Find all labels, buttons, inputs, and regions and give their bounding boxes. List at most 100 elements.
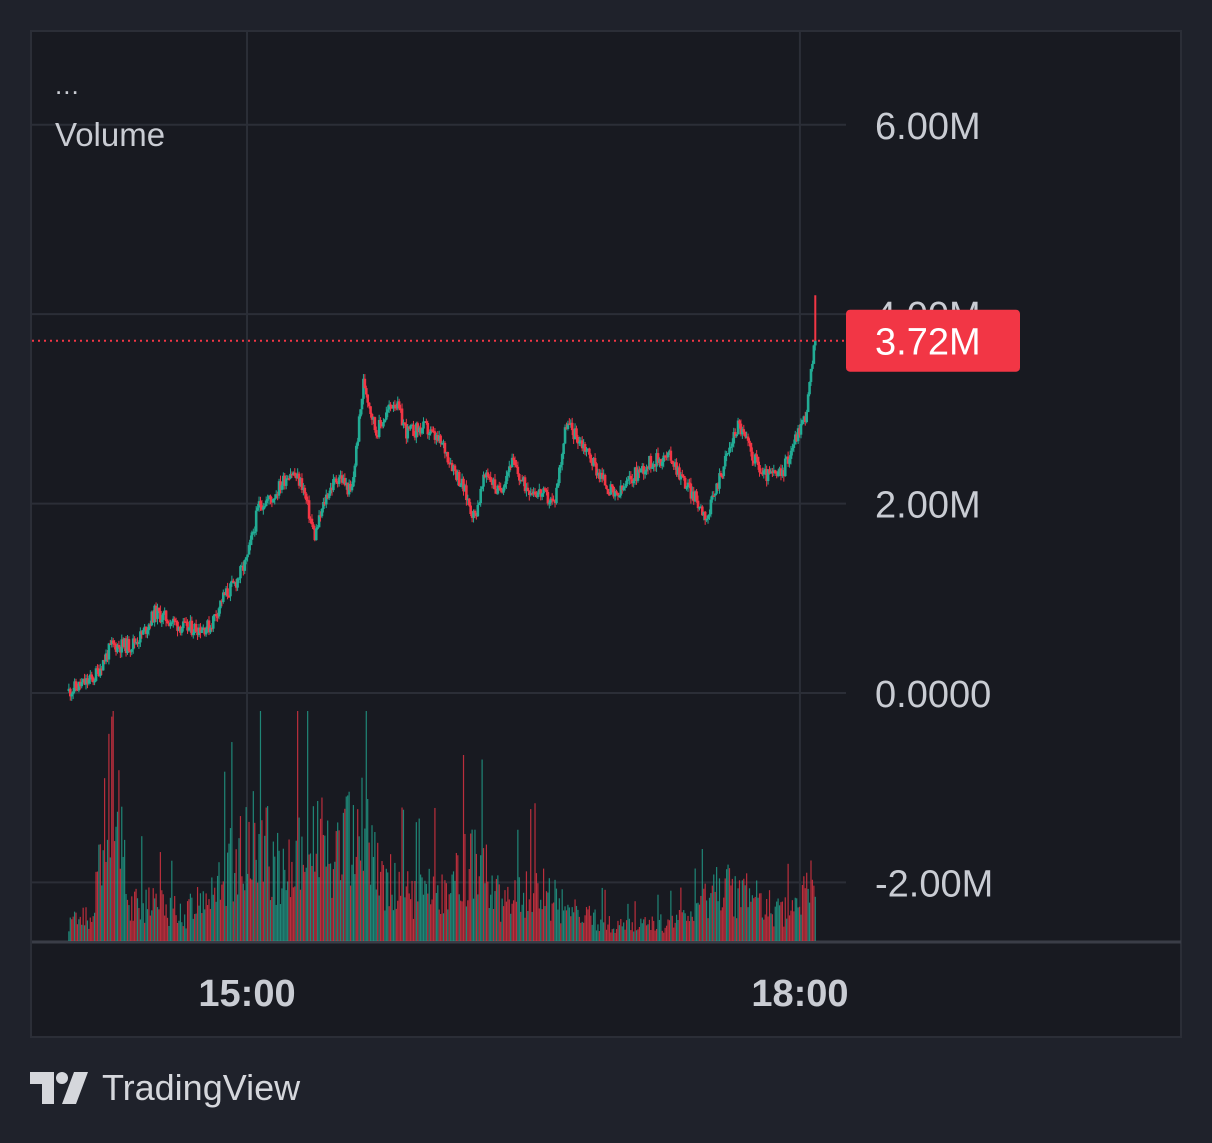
volume-bar — [744, 885, 746, 941]
volume-bar — [488, 908, 490, 941]
candle-body — [786, 456, 790, 464]
volume-bar — [206, 905, 209, 941]
volume-bar — [301, 836, 303, 941]
volume-bar — [640, 918, 642, 941]
volume-bar — [783, 926, 785, 941]
candle-body — [389, 404, 392, 407]
volume-bar — [374, 832, 376, 941]
volume-bar — [634, 901, 636, 941]
candle-body — [190, 620, 194, 635]
candle-body — [286, 478, 289, 480]
candle-body — [96, 668, 99, 670]
chart-pane[interactable] — [30, 30, 1182, 1038]
volume-bar — [176, 922, 179, 941]
volume-bar — [317, 800, 319, 941]
volume-bar — [182, 926, 184, 941]
candle-body — [619, 485, 623, 496]
candle-body — [200, 630, 204, 633]
candle-body — [633, 467, 637, 482]
candle-body — [97, 668, 101, 676]
candle-body — [316, 527, 319, 529]
candle-body — [748, 440, 751, 443]
volume-bar — [175, 915, 177, 941]
volume-bar — [309, 853, 312, 941]
volume-bar — [720, 910, 722, 941]
candle-body — [247, 545, 251, 555]
x-axis[interactable]: 15:00 18:00 — [198, 946, 1180, 1034]
candle-body — [785, 456, 788, 459]
candle-body — [721, 476, 724, 478]
volume-bar — [548, 878, 550, 941]
volume-bar — [79, 916, 81, 941]
volume-bar — [322, 834, 324, 941]
volume-bar — [764, 914, 766, 941]
candle-body — [232, 580, 235, 583]
candle-body — [386, 409, 390, 413]
volume-bar — [475, 853, 477, 941]
candle-body — [101, 660, 105, 671]
candle-body — [579, 440, 583, 442]
volume-bar — [311, 865, 313, 941]
volume-bar — [806, 872, 808, 941]
volume-bar — [450, 893, 452, 941]
candle-body — [751, 451, 754, 461]
candle-body — [280, 485, 284, 490]
candle-body — [486, 472, 490, 477]
candle-body — [290, 473, 294, 476]
volume-bar — [664, 927, 666, 941]
candle-body — [123, 638, 126, 647]
candle-body — [173, 618, 176, 621]
candle-body — [250, 532, 254, 540]
candle-body — [183, 621, 186, 623]
volume-bar — [681, 912, 683, 941]
candle-body — [393, 404, 397, 407]
candle-body — [124, 638, 128, 654]
candle-body — [746, 436, 750, 441]
volume-bar — [422, 894, 425, 941]
volume-bar — [784, 897, 786, 941]
volume-bar — [345, 796, 347, 941]
candle-body — [712, 495, 716, 498]
volume-bar — [794, 897, 796, 941]
volume-bar — [575, 905, 578, 941]
volume-bar — [364, 828, 366, 941]
candle-body — [221, 592, 225, 603]
candle-body — [532, 491, 535, 494]
candle-body — [314, 528, 318, 541]
tradingview-branding[interactable]: TradingView — [30, 1066, 300, 1110]
candle-body — [284, 478, 288, 486]
candle-body — [580, 440, 584, 449]
candle-body — [606, 488, 610, 495]
candle-body — [139, 631, 142, 643]
candle-body — [103, 660, 106, 662]
candle-body — [701, 506, 704, 516]
volume-bar — [773, 926, 775, 941]
candle-body — [799, 423, 803, 435]
candle-body — [409, 425, 412, 429]
candle-body — [149, 624, 152, 626]
candle-body — [164, 610, 168, 622]
volume-bar — [624, 929, 626, 941]
volume-bar — [188, 899, 190, 941]
volume-bar — [321, 797, 323, 941]
candlesticks — [67, 295, 817, 701]
candle-body — [593, 458, 597, 464]
volume-bar — [202, 891, 204, 941]
candle-body — [99, 668, 102, 676]
candle-body — [436, 435, 440, 441]
candle-body — [68, 688, 72, 697]
volume-bar — [124, 839, 126, 941]
volume-bar — [224, 771, 226, 941]
candle-body — [733, 432, 737, 437]
candle-body — [563, 427, 567, 444]
volume-bar — [82, 907, 84, 941]
volume-bar — [778, 905, 781, 941]
volume-bar — [760, 893, 762, 941]
legend-menu-button[interactable]: ... — [55, 70, 80, 100]
candle-body — [272, 498, 275, 503]
candle-body — [277, 481, 281, 496]
candle-body — [716, 483, 720, 489]
volume-bar — [357, 809, 359, 941]
